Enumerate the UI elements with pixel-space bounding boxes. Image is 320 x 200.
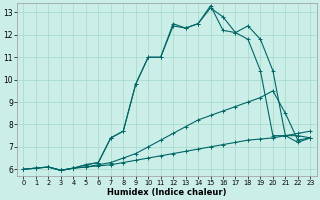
X-axis label: Humidex (Indice chaleur): Humidex (Indice chaleur) (107, 188, 227, 197)
